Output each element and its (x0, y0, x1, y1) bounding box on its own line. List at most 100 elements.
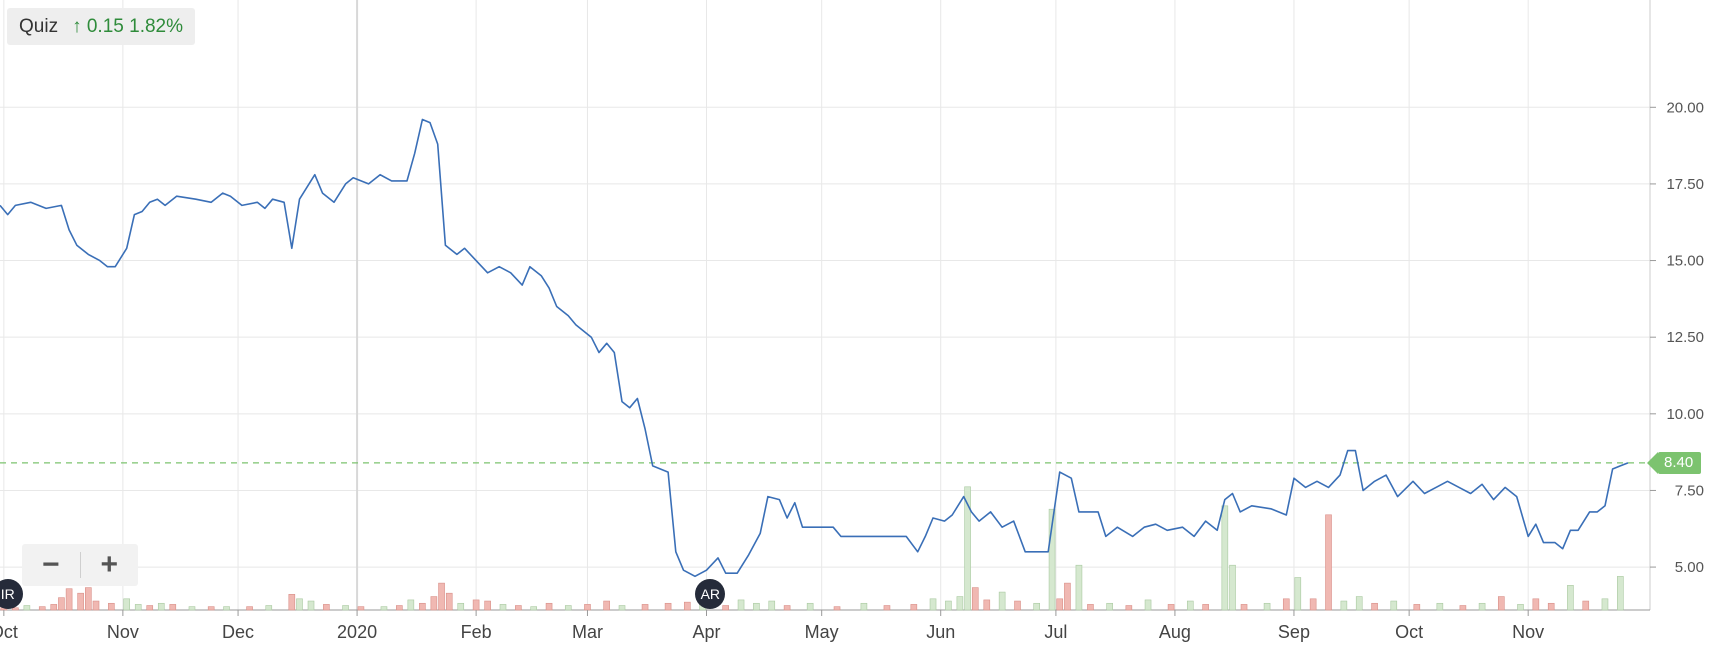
volume-bar (1436, 602, 1444, 611)
volume-bar (246, 606, 253, 611)
event-marker-ir[interactable]: IR (0, 579, 23, 609)
volume-bar (50, 604, 58, 611)
volume-bar (1617, 576, 1624, 611)
zoom-divider (79, 552, 81, 578)
volume-bar (1064, 582, 1071, 611)
volume-bar (806, 602, 814, 611)
volume-bar (1125, 605, 1133, 611)
volume-bar (883, 605, 891, 611)
volume-bar (945, 600, 952, 611)
volume-bar (457, 602, 465, 611)
volume-bar (472, 599, 480, 611)
event-marker-ar[interactable]: AR (695, 579, 726, 609)
x-tick-label: Sep (1278, 622, 1310, 642)
volume-bar (1221, 505, 1229, 611)
volume-bar (964, 486, 971, 611)
volume-bar (65, 588, 73, 611)
volume-bar (641, 604, 649, 611)
volume-bar (58, 597, 65, 611)
x-tick-label: Apr (692, 622, 720, 642)
volume-bar (23, 605, 31, 611)
y-tick-label: 20.00 (1666, 99, 1704, 116)
x-tick-label: Aug (1159, 622, 1191, 642)
legend: Quiz ↑ 0.15 1.82% (7, 8, 195, 45)
volume-bar (1294, 577, 1302, 611)
price-series (0, 118, 1629, 578)
zoom-out-button[interactable]: − (41, 548, 60, 581)
volume-bar (1240, 604, 1248, 611)
y-axis: 5.00 7.50 10.00 12.50 15.00 17.50 20.00 (1650, 99, 1704, 576)
volume-bar (971, 587, 979, 611)
volume-bar (288, 594, 296, 611)
volume-bar (1014, 600, 1021, 611)
volume-bar (499, 604, 507, 611)
volume-bar (545, 602, 553, 611)
zoom-in-button[interactable]: + (100, 548, 119, 581)
volume-bar (396, 605, 403, 611)
volume-bar (430, 596, 438, 611)
volume-bar (664, 602, 672, 611)
volume-bar (1340, 600, 1348, 611)
x-tick-label: Oct (0, 622, 18, 642)
volume-bar (1459, 605, 1467, 611)
change-percent: 1.82% (129, 15, 183, 37)
x-axis: Oct Nov Dec 2020 Feb Mar Apr May Jun Jul Aug Sep Oct… (0, 610, 1544, 642)
volume-bar (584, 604, 591, 611)
volume-bar (1413, 604, 1421, 611)
x-tick-label: 2020 (337, 622, 377, 642)
volume-bar (1325, 514, 1332, 611)
volume-bars (0, 486, 1624, 611)
volume-bar (603, 600, 610, 611)
volume-bar (323, 604, 330, 611)
price-line (0, 118, 1629, 578)
volume-bar (357, 606, 365, 611)
volume-bar (722, 605, 729, 611)
volume-bar (1309, 598, 1317, 611)
volume-bar (342, 605, 349, 611)
volume-bar (207, 606, 215, 611)
x-tick-label: Oct (1395, 622, 1423, 642)
volume-bar (530, 606, 538, 611)
volume-bar (753, 602, 760, 611)
volume-bar (188, 606, 196, 611)
volume-bar (1497, 596, 1505, 611)
volume-bar (1144, 599, 1152, 611)
y-tick-label: 10.00 (1666, 406, 1704, 423)
volume-bar (1048, 508, 1056, 611)
y-tick-label: 15.00 (1666, 253, 1704, 270)
y-tick-label: 12.50 (1666, 329, 1704, 346)
volume-bar (38, 606, 46, 611)
volume-bar (768, 600, 776, 611)
up-arrow-icon: ↑ (72, 15, 82, 37)
volume-bar (1229, 564, 1236, 611)
volume-bar (419, 602, 426, 611)
volume-bar (1567, 585, 1574, 611)
volume-bar (169, 604, 177, 611)
volume-bar (833, 606, 841, 611)
x-tick-label: Jun (926, 622, 955, 642)
volume-bar (1186, 600, 1194, 611)
volume-bar (783, 605, 791, 611)
y-tick-label: 7.50 (1675, 482, 1704, 499)
volume-bar (1582, 600, 1590, 611)
volume-bar (407, 599, 415, 611)
volume-bar (438, 582, 445, 611)
change-value: 0.15 (86, 15, 124, 37)
volume-bar (929, 598, 937, 611)
legend-change: ↑ 0.15 1.82% (72, 16, 183, 38)
volume-bar (223, 606, 230, 611)
volume-bar (1033, 602, 1040, 611)
volume-bar (515, 605, 522, 611)
volume-bar (123, 598, 131, 611)
volume-bar (296, 598, 303, 611)
volume-bar (1601, 598, 1609, 611)
volume-bar (445, 592, 453, 611)
x-tick-label: Feb (461, 622, 492, 642)
volume-bar (1056, 598, 1064, 611)
volume-bar (134, 604, 142, 611)
volume-bar (1355, 596, 1363, 611)
volume-bar (85, 587, 92, 611)
volume-bar (1517, 604, 1524, 611)
volume-bar (484, 600, 491, 611)
